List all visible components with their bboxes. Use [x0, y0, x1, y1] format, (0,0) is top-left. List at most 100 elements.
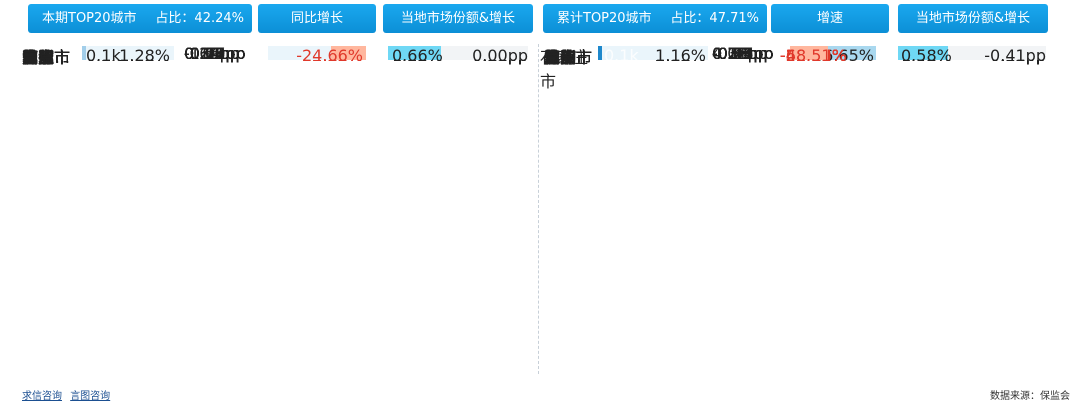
value-text: 0.1k: [604, 45, 639, 65]
cum-top20-title: 累计TOP20城市: [557, 11, 652, 26]
pp-change: -0.09pp: [712, 44, 774, 63]
city-label: 济南市: [21, 48, 70, 67]
city-label: 北京市: [543, 48, 592, 67]
city-label: 北京市: [21, 48, 70, 67]
city-label: 青岛市: [21, 48, 70, 67]
local-share-cell: 0.58% -0.41pp: [898, 45, 1046, 65]
local-share-bar: [898, 45, 949, 60]
pp-change: 0.60pp: [184, 44, 240, 63]
footer-link-yantu[interactable]: 言图咨询: [70, 391, 111, 402]
city-label: 上海市: [543, 48, 592, 67]
top20-share: 占比：42.24%: [155, 11, 244, 26]
data-source: 数据来源：保监会: [990, 391, 1070, 402]
pp-change: 0.16pp: [712, 44, 768, 63]
pp-change: -0.16pp: [712, 44, 774, 63]
growth-bar: [828, 45, 877, 60]
city-label: 天津市: [21, 48, 70, 67]
cumulative-top20-table: 上海市0.6k6.02%4.22pp86.65%0.82%0.34pp深圳市0.…: [540, 44, 1080, 384]
local-share-bar: [388, 45, 441, 60]
growth-bar: [801, 45, 828, 60]
percent-text: 1.28%: [119, 45, 170, 65]
pp-change: -0.25pp: [712, 44, 774, 63]
pp-change: -0.52pp: [184, 44, 246, 63]
pp-change: 0.29pp: [184, 44, 240, 63]
pp-change: -0.23pp: [184, 44, 246, 63]
pp-change: 0.29pp: [184, 44, 240, 63]
pp-change: 0.08pp: [712, 44, 768, 63]
city-label: 佛山市: [543, 48, 592, 67]
pp-change: 0.71pp: [712, 44, 768, 63]
city-label: 重庆市: [21, 48, 70, 67]
city-label: 长沙市: [21, 48, 70, 67]
top20-title: 本期TOP20城市: [42, 11, 137, 26]
city-label: 深圳市: [21, 48, 70, 67]
growth-text: -48.51%: [780, 45, 847, 65]
city-label: 重庆市: [543, 48, 592, 67]
city-label: 石家庄市: [540, 48, 589, 91]
value-bar: [82, 45, 86, 60]
pp-change: 0.19pp: [184, 44, 240, 63]
city-label: 天津市: [543, 48, 592, 67]
value-bar: [598, 45, 602, 60]
yoy-text: -24.66%: [296, 45, 363, 65]
pp-change: -0.91pp: [184, 44, 246, 63]
city-label: 西安市: [21, 48, 70, 67]
cum-top20-share: 占比：47.71%: [670, 11, 759, 26]
top20-header: 本期TOP20城市 占比：42.24%: [28, 4, 252, 33]
pp-change: 0.14pp: [184, 44, 240, 63]
pp-change: -0.24pp: [712, 44, 774, 63]
city-label: 石家...: [22, 48, 70, 67]
footer-links: 求信咨询 言图咨询: [22, 387, 110, 402]
city-label: 东莞市: [543, 48, 592, 67]
pp-change: -0.93pp: [712, 44, 774, 63]
yoy-cell: -24.66%: [268, 45, 366, 65]
pp-change: 0.30pp: [184, 44, 240, 63]
city-label: 武汉市: [21, 48, 70, 67]
pp-change: -0.41pp: [712, 44, 774, 63]
value-cell: 0.1k 1.16%: [598, 45, 708, 65]
percent-text: 1.16%: [655, 45, 706, 65]
city-label: 济南市: [543, 48, 592, 67]
pp-change: -0.05pp: [184, 44, 246, 63]
city-label: 成都市: [21, 48, 70, 67]
city-label: 苏州市: [543, 48, 592, 67]
pp-change: -0.05pp: [712, 44, 774, 63]
local-share-header-1: 当地市场份额&增长: [383, 4, 533, 33]
pp-change: -0.01pp: [184, 44, 246, 63]
value-cell: 0.1k 1.28%: [82, 45, 174, 65]
local-share-text: 0.66%: [392, 45, 443, 65]
pp-change: -0.01pp: [184, 44, 246, 63]
pp-change: 4.22pp: [712, 44, 768, 63]
city-label: 金华市: [543, 48, 592, 67]
local-share-header-2: 当地市场份额&增长: [898, 4, 1048, 33]
pp-change: -0.71pp: [184, 44, 246, 63]
city-label: 临沂市: [21, 48, 70, 67]
city-label: 杭州市: [21, 48, 70, 67]
local-share-change: -0.41pp: [984, 45, 1046, 65]
city-label: 沈阳市: [543, 48, 592, 67]
local-share-cell: 0.66% 0.00pp: [388, 45, 528, 65]
city-label: 长沙市: [543, 48, 592, 67]
pp-change: 0.36pp: [712, 44, 768, 63]
city-label: 广州市: [543, 48, 592, 67]
footer-link-qiuxin[interactable]: 求信咨询: [22, 391, 62, 402]
city-label: 东莞市: [21, 48, 70, 67]
growth-rate-header: 增速: [771, 4, 889, 33]
value-text: 0.1k: [86, 45, 121, 65]
pp-change: -0.19pp: [184, 44, 246, 63]
city-label: 广州市: [21, 48, 70, 67]
pp-change: -0.25pp: [712, 44, 774, 63]
growth-cell: 86.65%: [778, 45, 878, 65]
pp-change: -0.38pp: [712, 44, 774, 63]
pp-change: -0.98pp: [712, 44, 774, 63]
city-label: 深圳市: [543, 48, 592, 67]
pp-change: -0.12pp: [184, 44, 246, 63]
city-label: 南宁市: [543, 48, 592, 67]
pp-change: -0.01pp: [712, 44, 774, 63]
pp-change: -0.07pp: [184, 44, 246, 63]
pp-change: 0.36pp: [712, 44, 768, 63]
growth-text: 86.65%: [812, 45, 874, 65]
pp-change: -0.17pp: [712, 44, 774, 63]
pp-change: -0.58pp: [184, 44, 246, 63]
pp-change: 0.26pp: [184, 44, 240, 63]
